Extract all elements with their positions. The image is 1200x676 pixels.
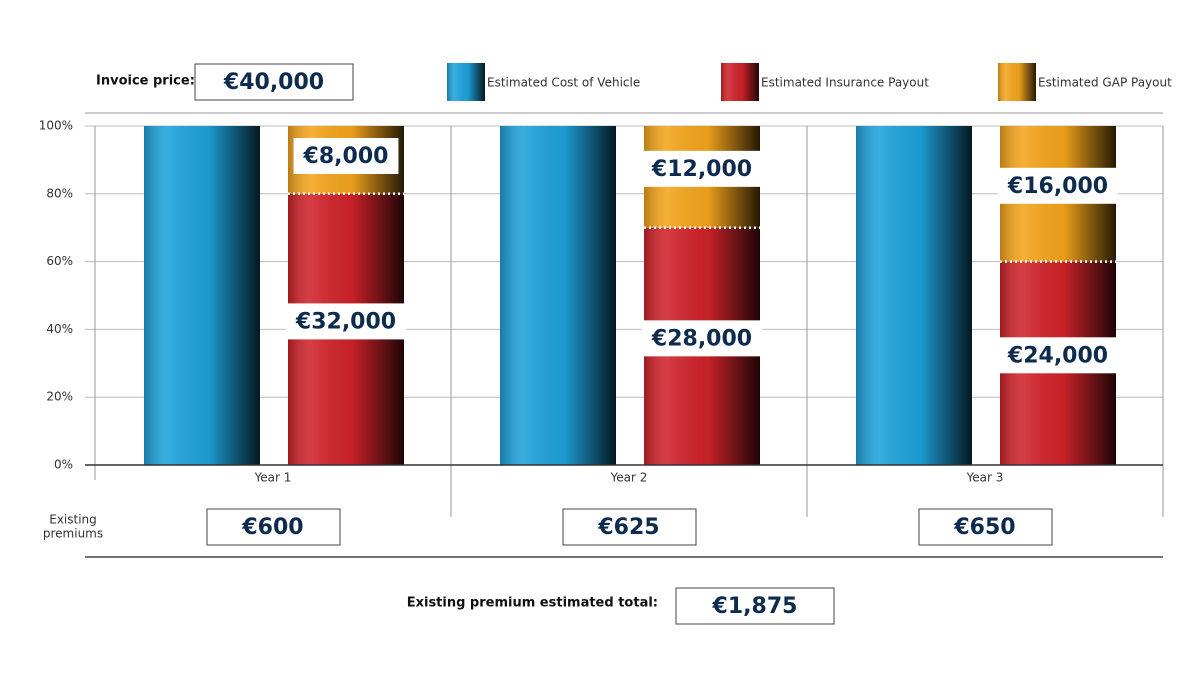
legend-label: Estimated GAP Payout bbox=[1038, 76, 1172, 90]
premiums-label: premiums bbox=[43, 527, 103, 541]
total-box bbox=[675, 587, 835, 625]
value-label: €8,000 bbox=[303, 144, 389, 169]
value-label-box bbox=[641, 320, 763, 357]
invoice-value: €40,000 bbox=[223, 70, 324, 95]
x-tick-label: Year 3 bbox=[966, 471, 1004, 485]
legend-label: Estimated Insurance Payout bbox=[761, 76, 929, 90]
value-label-box bbox=[997, 167, 1119, 204]
value-label: €28,000 bbox=[651, 326, 752, 351]
value-label: €32,000 bbox=[295, 309, 396, 334]
y-tick-label: 20% bbox=[46, 390, 73, 404]
invoice-box bbox=[194, 63, 354, 101]
bar-shade bbox=[144, 126, 260, 465]
invoice-label: Invoice price: bbox=[96, 74, 195, 89]
total-value: €1,875 bbox=[712, 594, 798, 619]
value-label: €24,000 bbox=[1007, 343, 1108, 368]
y-tick-label: 40% bbox=[46, 322, 73, 336]
value-label-box bbox=[285, 303, 407, 340]
legend-shade bbox=[998, 63, 1036, 101]
y-tick-label: 80% bbox=[46, 186, 73, 200]
premium-box bbox=[562, 508, 697, 546]
value-label-box bbox=[293, 138, 399, 174]
value-label-box bbox=[997, 337, 1119, 374]
premiums-label: Existing bbox=[49, 513, 97, 527]
premium-box bbox=[918, 508, 1053, 546]
legend-shade bbox=[721, 63, 759, 101]
legend-shade bbox=[447, 63, 485, 101]
value-label: €16,000 bbox=[1007, 174, 1108, 199]
y-tick-label: 60% bbox=[46, 254, 73, 268]
premium-value: €600 bbox=[241, 515, 303, 540]
y-tick-label: 100% bbox=[39, 119, 73, 133]
value-label-box bbox=[641, 150, 763, 187]
bar-shade bbox=[856, 126, 972, 465]
value-label: €12,000 bbox=[651, 157, 752, 182]
premium-box bbox=[206, 508, 341, 546]
y-tick-label: 0% bbox=[54, 458, 73, 472]
legend-label: Estimated Cost of Vehicle bbox=[487, 76, 640, 90]
x-tick-label: Year 2 bbox=[610, 471, 648, 485]
premium-value: €625 bbox=[597, 515, 659, 540]
x-tick-label: Year 1 bbox=[254, 471, 292, 485]
total-label: Existing premium estimated total: bbox=[407, 596, 658, 611]
bar-shade bbox=[500, 126, 616, 465]
premium-value: €650 bbox=[953, 515, 1015, 540]
